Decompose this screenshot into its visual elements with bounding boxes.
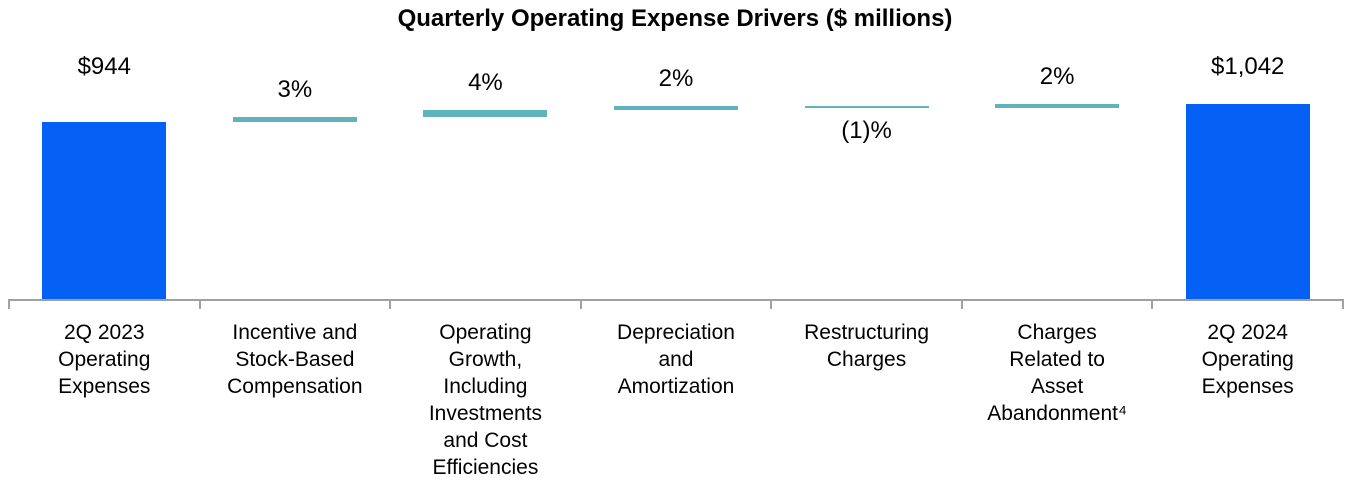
value-label-1: 3% xyxy=(277,75,313,103)
category-label-6: 2Q 2024 Operating Expenses xyxy=(1201,321,1294,398)
total-bar-0 xyxy=(42,122,167,300)
value-label-3: 2% xyxy=(658,64,694,92)
value-label-2: 4% xyxy=(468,68,503,96)
delta-bar-4 xyxy=(804,105,929,108)
value-label-0: $944 xyxy=(77,53,131,80)
axis-tick-0 xyxy=(8,299,10,309)
delta-bar-2 xyxy=(423,109,548,117)
axis-tick-4 xyxy=(770,299,773,309)
axis-tick-2 xyxy=(389,299,392,309)
category-label-4: Restructuring Charges xyxy=(804,321,929,371)
axis-tick-5 xyxy=(960,299,963,309)
category-label-5: Charges Related to Asset Abandonment⁴ xyxy=(987,321,1128,425)
chart-title: Quarterly Operating Expense Drivers ($ m… xyxy=(397,5,953,32)
value-label-6: $1,042 xyxy=(1211,53,1285,80)
category-label-3: Depreciation and Amortization xyxy=(617,321,735,398)
delta-bar-1 xyxy=(232,116,357,122)
category-label-0: 2Q 2023 Operating Expenses xyxy=(58,321,151,398)
value-label-4: (1)% xyxy=(841,116,892,144)
total-bar-6 xyxy=(1185,103,1310,300)
delta-bar-3 xyxy=(614,105,738,110)
axis-tick-3 xyxy=(579,299,582,309)
axis-tick-7 xyxy=(1342,299,1344,309)
delta-bar-5 xyxy=(995,104,1120,108)
x-axis-line xyxy=(9,299,1343,301)
category-label-1: Incentive and Stock-Based Compensation xyxy=(227,321,363,398)
axis-tick-1 xyxy=(198,299,201,309)
category-label-2: Operating Growth, Including Investments … xyxy=(428,321,543,479)
value-label-5: 2% xyxy=(1039,63,1075,91)
axis-tick-6 xyxy=(1151,299,1154,309)
